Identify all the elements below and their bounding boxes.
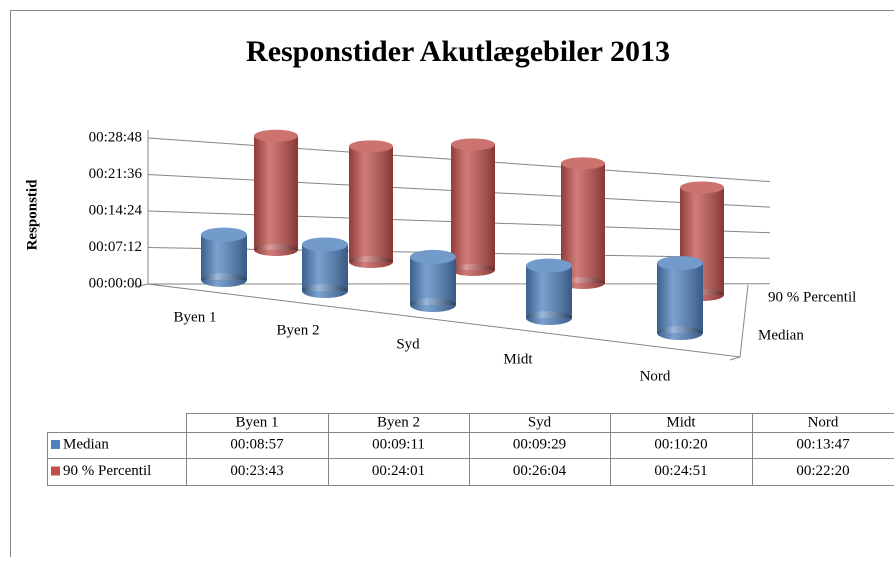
bar-top-highlight [349,140,393,152]
bar-shade [526,266,572,318]
bar-shade [349,146,393,262]
bar-shade [201,273,247,287]
bar-top-highlight [254,130,298,142]
bar-top-highlight [201,228,247,242]
y-tick-label: 00:28:48 [89,129,142,145]
legend-label: 90 % Percentil [63,463,151,479]
table-cell: 00:26:04 [513,463,567,479]
table-cell: 00:10:20 [654,436,707,452]
x-tick-label: Byen 1 [174,309,217,325]
bar-top-highlight [451,138,495,150]
bar-shade [526,311,572,325]
legend-swatch [51,467,60,476]
x-tick-label: Syd [396,336,420,352]
table-cell: 00:09:11 [372,436,425,452]
table-cell: 00:24:51 [654,463,707,479]
legend-swatch [51,440,60,449]
table-cell: 00:13:47 [796,436,850,452]
bar-shade [254,136,298,250]
bar-shade [254,244,298,256]
y-tick-label: 00:00:00 [89,275,142,291]
table-cell: 00:09:29 [513,436,566,452]
table-header: Syd [528,414,552,430]
x-tick-label: Midt [503,351,533,367]
bar-top-highlight [657,256,703,270]
table-header: Byen 1 [236,414,279,430]
bar-shade [410,298,456,312]
table-header: Midt [666,414,696,430]
table-cell: 00:22:20 [796,463,849,479]
bar-shade [349,256,393,268]
x-tick-label: Byen 2 [277,322,320,338]
bar-shade [451,144,495,270]
bar-top-highlight [561,157,605,169]
x-tick-label: Nord [640,368,671,384]
table-cell: 00:24:01 [372,463,425,479]
y-tick-label: 00:07:12 [89,239,142,255]
bar-top-highlight [526,259,572,273]
table-cell: 00:08:57 [230,436,284,452]
depth-label: 90 % Percentil [768,289,856,305]
table-header: Nord [808,414,839,430]
y-axis-title: Responstid [24,179,40,251]
bar-top-highlight [302,237,348,251]
bar-shade [657,326,703,340]
bar-top-highlight [680,181,724,193]
depth-label: Median [758,327,804,343]
bar-shade [657,263,703,333]
table-cell: 00:23:43 [230,463,283,479]
y-tick-label: 00:21:36 [89,166,143,182]
chart-title: Responstider Akutlægebiler 2013 [246,35,670,68]
bar-top-highlight [410,250,456,264]
y-tick-label: 00:14:24 [89,202,143,218]
bar-shade [302,284,348,298]
bar-shade [451,264,495,276]
table-header: Byen 2 [377,414,420,430]
legend-label: Median [63,436,109,452]
bar-shade [410,257,456,305]
